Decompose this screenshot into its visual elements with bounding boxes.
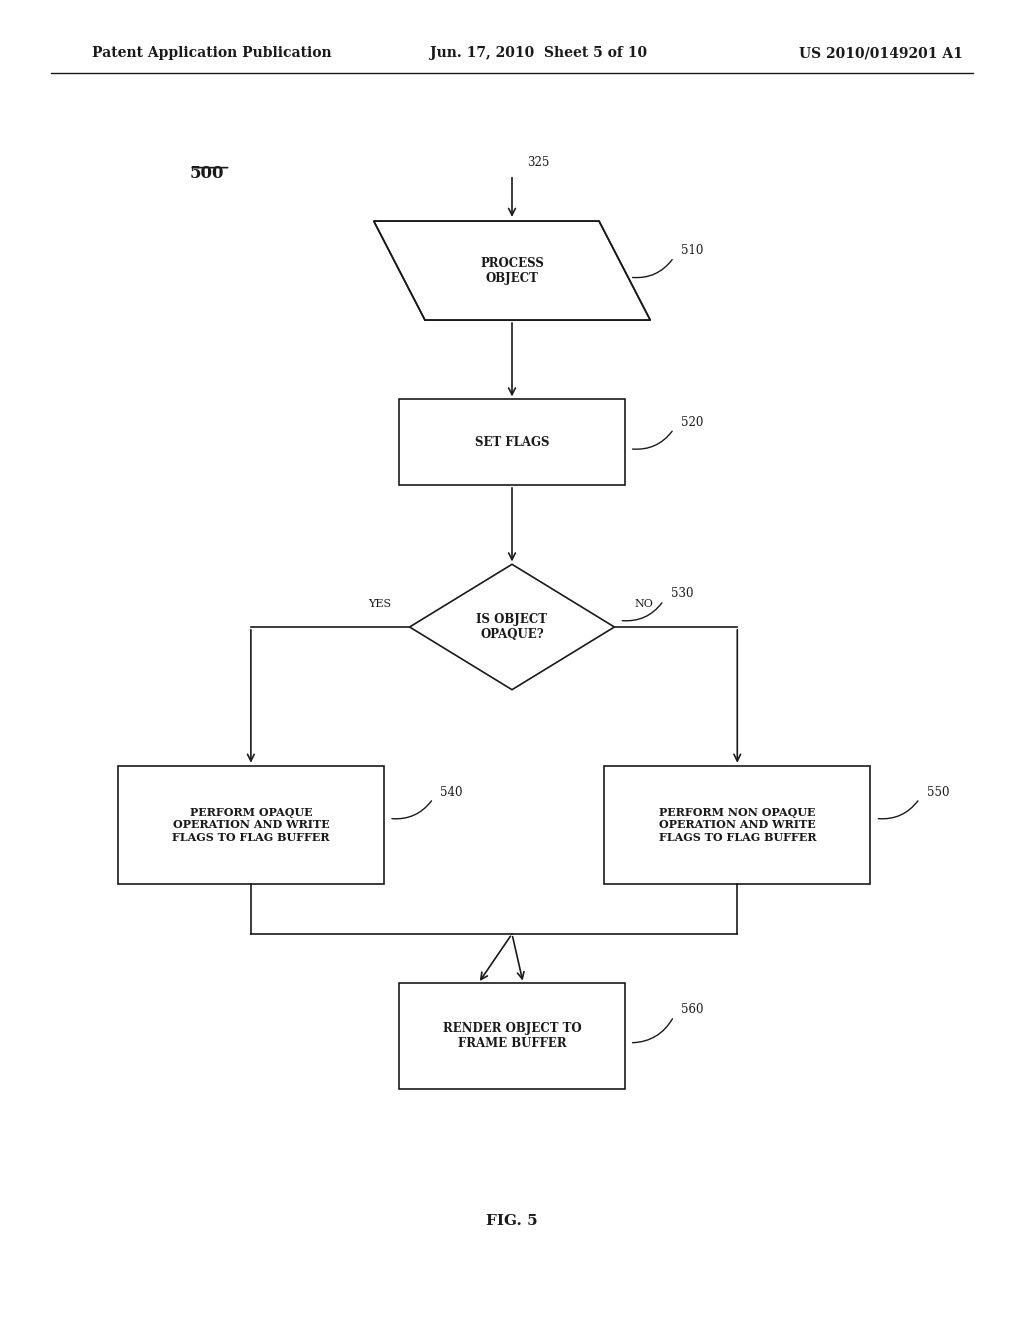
Text: PERFORM NON OPAQUE
OPERATION AND WRITE
FLAGS TO FLAG BUFFER: PERFORM NON OPAQUE OPERATION AND WRITE F… xyxy=(658,807,816,843)
Text: 550: 550 xyxy=(927,785,949,799)
Text: YES: YES xyxy=(369,599,392,610)
Text: 520: 520 xyxy=(681,416,703,429)
Text: PERFORM OPAQUE
OPERATION AND WRITE
FLAGS TO FLAG BUFFER: PERFORM OPAQUE OPERATION AND WRITE FLAGS… xyxy=(172,807,330,843)
Text: NO: NO xyxy=(635,599,653,610)
Text: 500: 500 xyxy=(189,165,224,182)
Text: 560: 560 xyxy=(681,1003,703,1016)
Text: RENDER OBJECT TO
FRAME BUFFER: RENDER OBJECT TO FRAME BUFFER xyxy=(442,1022,582,1051)
Text: IS OBJECT
OPAQUE?: IS OBJECT OPAQUE? xyxy=(476,612,548,642)
Text: 540: 540 xyxy=(440,785,463,799)
FancyBboxPatch shape xyxy=(399,983,625,1089)
FancyBboxPatch shape xyxy=(604,766,870,884)
Polygon shape xyxy=(374,220,650,319)
Text: 325: 325 xyxy=(527,156,550,169)
Polygon shape xyxy=(410,565,614,689)
Text: FIG. 5: FIG. 5 xyxy=(486,1214,538,1228)
Text: PROCESS
OBJECT: PROCESS OBJECT xyxy=(480,256,544,285)
FancyBboxPatch shape xyxy=(399,399,625,484)
Text: 510: 510 xyxy=(681,244,703,257)
Text: SET FLAGS: SET FLAGS xyxy=(475,436,549,449)
Text: Jun. 17, 2010  Sheet 5 of 10: Jun. 17, 2010 Sheet 5 of 10 xyxy=(430,46,647,61)
Text: Patent Application Publication: Patent Application Publication xyxy=(92,46,332,61)
Text: 530: 530 xyxy=(671,587,693,601)
Text: US 2010/0149201 A1: US 2010/0149201 A1 xyxy=(799,46,963,61)
FancyBboxPatch shape xyxy=(118,766,384,884)
